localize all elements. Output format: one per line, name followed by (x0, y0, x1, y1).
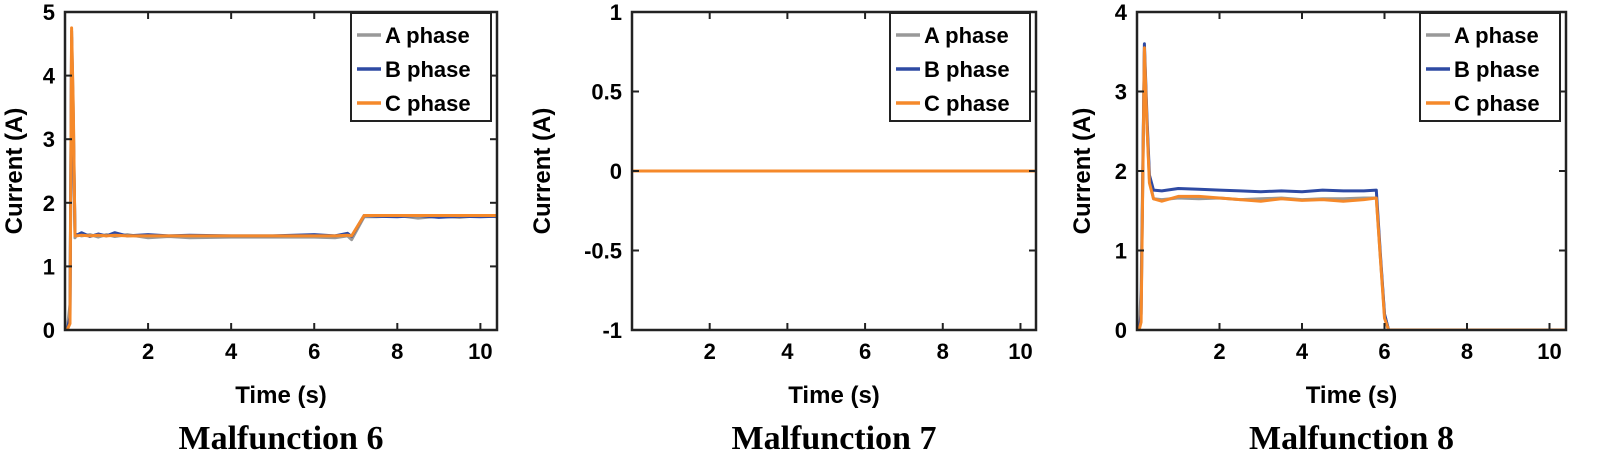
x-tick-label: 2 (1213, 339, 1225, 364)
x-tick-label: 10 (1537, 339, 1561, 364)
panel-caption: Malfunction 7 (732, 420, 937, 457)
legend-label: B phase (385, 57, 471, 82)
series-line-c-phase (65, 26, 497, 330)
x-tick-label: 4 (1296, 339, 1309, 364)
legend: A phase B phase C phase (889, 12, 1031, 122)
x-tick-label: 10 (468, 339, 492, 364)
y-tick-label: 1 (610, 0, 622, 25)
y-tick-label: 4 (43, 64, 56, 89)
y-tick-label: 2 (43, 191, 55, 216)
y-tick-label: 5 (43, 0, 55, 25)
legend-label: A phase (1454, 23, 1539, 48)
y-tick-label: 0 (1115, 318, 1127, 343)
legend-label: C phase (385, 91, 471, 116)
x-tick-label: 6 (1378, 339, 1390, 364)
legend-label: B phase (1454, 57, 1540, 82)
y-tick-label: 3 (43, 127, 55, 152)
y-axis-label: Current (A) (1, 108, 28, 235)
legend-label: C phase (1454, 91, 1540, 116)
panel-caption: Malfunction 6 (179, 420, 384, 457)
y-tick-label: 0 (43, 318, 55, 343)
x-tick-label: 4 (781, 339, 794, 364)
chart-panel-2: 2 4 6 8 10 -1 -0.5 0 0.5 1 Time (s) Current (A) A ph… (529, 0, 1038, 457)
x-tick-label: 2 (704, 339, 716, 364)
y-tick-label: 1 (43, 254, 55, 279)
x-axis-label: Time (s) (788, 382, 880, 409)
y-axis-label: Current (A) (1069, 108, 1096, 235)
x-tick-label: 8 (937, 339, 949, 364)
legend-label: C phase (924, 91, 1010, 116)
y-tick-label: 1 (1115, 239, 1127, 264)
panel-caption: Malfunction 8 (1249, 420, 1454, 457)
series-line-c-phase (1137, 46, 1566, 330)
x-tick-label: 8 (1461, 339, 1473, 364)
legend-label: A phase (385, 23, 470, 48)
x-tick-label: 4 (225, 339, 238, 364)
x-tick-label: 10 (1008, 339, 1032, 364)
chart-panel-3: 2 4 6 8 10 0 1 2 3 4 Time (s) Current (A) A phase B p… (1069, 0, 1568, 457)
y-tick-label: -1 (602, 318, 622, 343)
y-tick-label: 2 (1115, 159, 1127, 184)
y-tick-label: 0.5 (591, 80, 622, 105)
y-tick-label: 0 (610, 159, 622, 184)
chart-panel-1: 2 4 6 8 10 0 1 2 3 4 5 Time (s) Current (A) A phase B … (1, 0, 499, 457)
x-tick-label: 6 (308, 339, 320, 364)
x-tick-label: 8 (391, 339, 403, 364)
x-axis-label: Time (s) (1306, 382, 1398, 409)
legend: A phase B phase C phase (350, 12, 492, 122)
y-tick-label: -0.5 (584, 239, 622, 264)
legend-label: A phase (924, 23, 1009, 48)
series-group (1137, 42, 1566, 330)
axes-frame (63, 10, 499, 332)
legend: A phase B phase C phase (1419, 12, 1561, 122)
y-tick-label: 3 (1115, 80, 1127, 105)
y-tick-label: 4 (1115, 0, 1128, 25)
y-axis-label: Current (A) (529, 108, 556, 235)
legend-label: B phase (924, 57, 1010, 82)
x-tick-label: 6 (859, 339, 871, 364)
x-tick-label: 2 (142, 339, 154, 364)
x-axis-label: Time (s) (235, 382, 327, 409)
series-group (65, 26, 497, 330)
